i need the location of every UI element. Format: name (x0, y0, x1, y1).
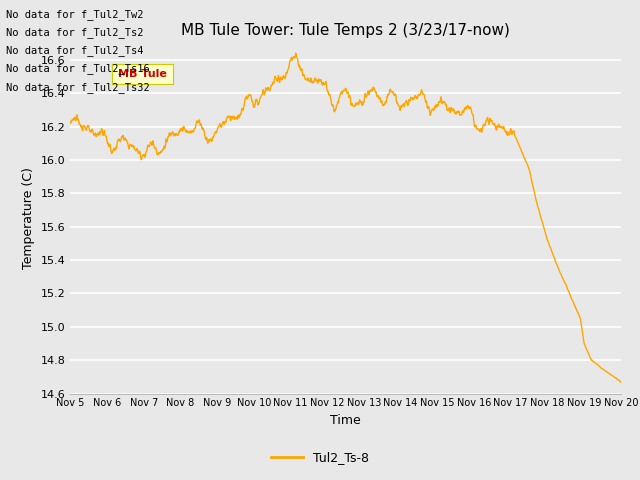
Legend: Tul2_Ts-8: Tul2_Ts-8 (266, 446, 374, 469)
Y-axis label: Temperature (C): Temperature (C) (22, 168, 35, 269)
X-axis label: Time: Time (330, 414, 361, 427)
Text: No data for f_Tul2_Tw2: No data for f_Tul2_Tw2 (6, 9, 144, 20)
Text: No data for f_Tul2_Ts16: No data for f_Tul2_Ts16 (6, 63, 150, 74)
Text: No data for f_Tul2_Ts2: No data for f_Tul2_Ts2 (6, 27, 144, 38)
Title: MB Tule Tower: Tule Temps 2 (3/23/17-now): MB Tule Tower: Tule Temps 2 (3/23/17-now… (181, 23, 510, 38)
Text: MB Tule: MB Tule (118, 69, 167, 79)
Text: No data for f_Tul2_Ts4: No data for f_Tul2_Ts4 (6, 45, 144, 56)
Text: No data for f_Tul2_Ts32: No data for f_Tul2_Ts32 (6, 82, 150, 93)
